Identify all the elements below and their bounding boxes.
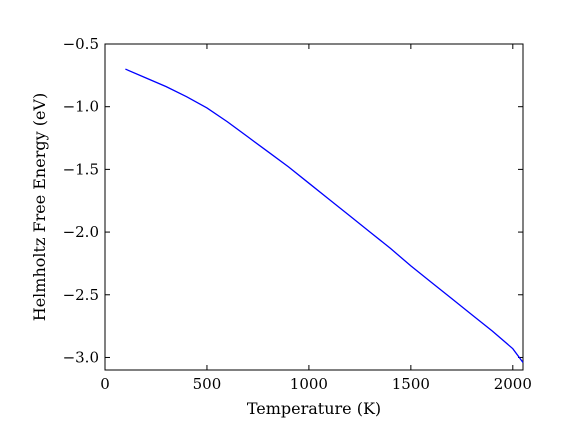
x-tick-label: 2000 <box>494 375 532 393</box>
y-tick-label: −2.5 <box>63 286 99 304</box>
x-tick-label: 500 <box>193 375 222 393</box>
y-tick-label: −0.5 <box>63 35 99 53</box>
x-tick-label: 0 <box>100 375 110 393</box>
y-tick-label: −3.0 <box>63 348 99 366</box>
y-axis-label: Helmholtz Free Energy (eV) <box>30 93 49 321</box>
series-line <box>125 68 524 363</box>
y-tick-label: −1.0 <box>63 98 99 116</box>
x-tick-label: 1000 <box>290 375 328 393</box>
x-axis-ticks: 0 500 1000 1500 2000 <box>100 44 532 393</box>
y-axis-ticks: −0.5 −1.0 −1.5 −2.0 −2.5 −3.0 <box>63 35 523 366</box>
plot-area <box>104 43 524 371</box>
x-tick-label: 1500 <box>392 375 430 393</box>
y-tick-label: −2.0 <box>63 223 99 241</box>
x-axis-label: Temperature (K) <box>247 399 381 418</box>
y-tick-label: −1.5 <box>63 160 99 178</box>
